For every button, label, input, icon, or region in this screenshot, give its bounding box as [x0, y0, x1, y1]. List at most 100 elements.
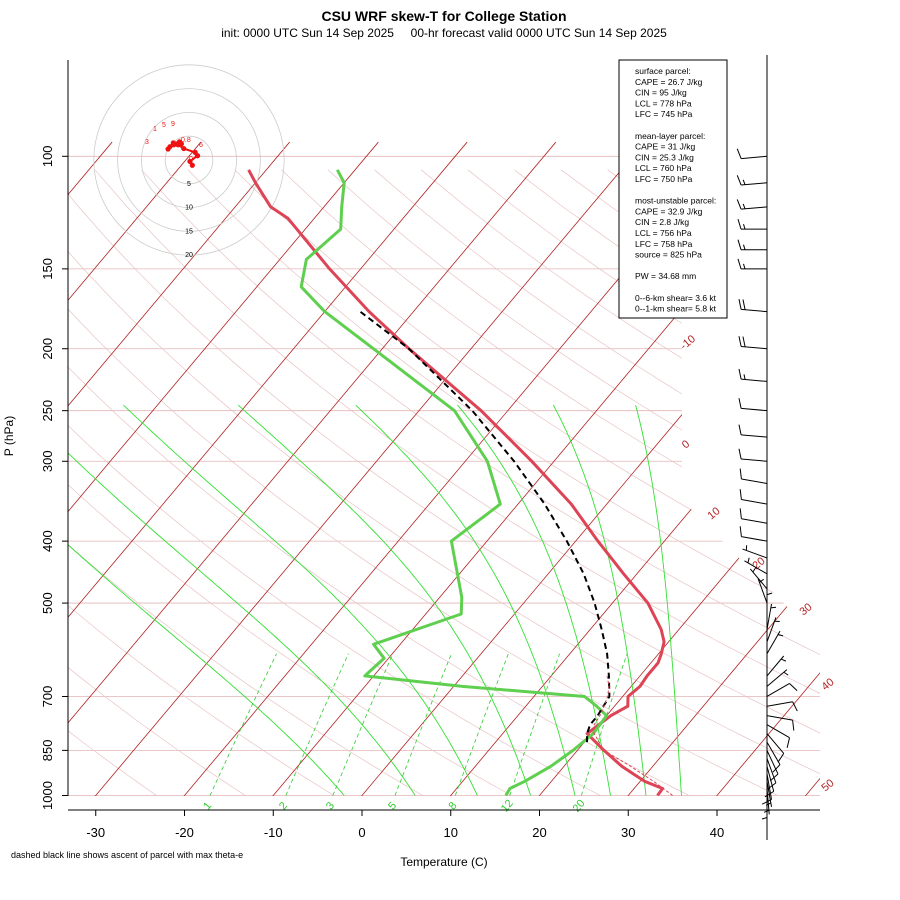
dry-adiabat-line [68, 169, 807, 796]
wind-barb [736, 148, 768, 160]
x-axis-label: Temperature (C) [400, 855, 487, 869]
hodograph-point [181, 145, 187, 152]
wind-barb [761, 795, 768, 822]
dry-adiabat-line [187, 169, 820, 796]
hodograph-ring [93, 64, 285, 256]
x-tick-label: -20 [175, 825, 194, 840]
hodograph-ring-label: 20 [185, 252, 193, 259]
dry-adiabat-line [560, 169, 820, 796]
y-axis-label: P (hPa) [2, 416, 16, 456]
isotherm-label: 10 [706, 505, 723, 522]
isotherm-line [68, 141, 202, 796]
stats-line: CIN = 95 J/kg [635, 88, 687, 98]
hodograph-ring-label: 15 [185, 228, 193, 235]
hodograph-label: 0 [189, 156, 193, 163]
wind-barb [738, 448, 768, 462]
hodograph-label: 6 [199, 142, 203, 149]
isotherm-label: 50 [820, 777, 837, 794]
mixing-ratio-label: 12 [499, 798, 516, 815]
dry-adiabat-line [234, 169, 820, 796]
hodograph-point [170, 140, 176, 146]
wind-barb [766, 750, 779, 782]
wind-barb [739, 508, 768, 524]
wind-barb [739, 468, 768, 484]
temperature-line [247, 169, 666, 796]
isotherm-line [705, 141, 820, 796]
dry-adiabat-line [141, 169, 820, 796]
x-tick-label: -10 [264, 825, 283, 840]
hodograph-ring [164, 135, 214, 185]
moist-adiabat-line [635, 404, 682, 796]
y-tick-label: 200 [40, 338, 55, 360]
wind-barb [766, 741, 781, 773]
wind-barb [739, 526, 768, 542]
wind-barb [766, 683, 798, 697]
dry-adiabat-line [68, 169, 820, 796]
dry-adiabat-line [68, 169, 717, 796]
chart-subtitle: init: 0000 UTC Sun 14 Sep 2025 00-hr for… [221, 26, 667, 40]
y-tick-label: 500 [40, 592, 55, 614]
hodograph-point [165, 146, 171, 152]
wind-barb [766, 630, 784, 654]
mixing-ratio-line [454, 653, 509, 796]
dry-adiabat-line [747, 169, 820, 796]
dry-adiabat-line [887, 170, 900, 809]
wind-barb [766, 669, 789, 687]
wind-barb [766, 733, 785, 763]
mixing-ratio-line [209, 653, 277, 796]
isotherm-line [84, 141, 645, 796]
stats-line: LFC = 758 hPa [635, 239, 693, 249]
isotherm-line [616, 141, 820, 796]
dry-adiabat-line [68, 169, 537, 796]
dry-adiabat-line [68, 169, 447, 796]
dry-adiabat-line [841, 170, 900, 809]
wind-barb [737, 239, 767, 251]
hodograph-label: 1 [153, 126, 157, 133]
dry-adiabat-line [68, 169, 177, 796]
stats-line: LCL = 760 hPa [635, 163, 692, 173]
stats-line: CAPE = 31 J/kg [635, 142, 696, 152]
mixing-ratio-label: 20 [571, 798, 588, 815]
stats-line: mean-layer parcel: [635, 131, 705, 141]
clipped-grid [68, 141, 900, 809]
wind-barb [757, 578, 768, 604]
footnote: dashed black line shows ascent of parcel… [11, 850, 243, 860]
wind-barb [739, 489, 768, 505]
wind-barbs [736, 55, 798, 840]
stats-line: LFC = 745 hPa [635, 109, 693, 119]
x-tick-label: -30 [86, 825, 105, 840]
hodograph-ring [140, 112, 237, 208]
y-tick-label: 150 [40, 258, 55, 280]
y-tick-label: 250 [40, 400, 55, 422]
dry-adiabat-line [68, 169, 357, 796]
wind-barb [764, 766, 775, 798]
dry-adiabat-line [281, 169, 820, 796]
y-tick-label: 400 [40, 530, 55, 552]
dry-adiabat-line [327, 169, 820, 796]
y-tick-label: 850 [40, 740, 55, 762]
stats-line: LFC = 750 hPa [635, 174, 693, 184]
mixing-ratio-line [581, 653, 628, 796]
x-tick-label: 10 [444, 825, 458, 840]
wind-barb [766, 724, 791, 749]
wind-barb [736, 199, 768, 210]
dry-adiabat-line [94, 169, 820, 796]
hodograph-point [187, 158, 193, 165]
isotherm-line [68, 141, 468, 796]
stats-line: CIN = 25.3 J/kg [635, 152, 694, 162]
wind-barb [761, 773, 773, 805]
wind-barb [738, 299, 768, 313]
y-tick-label: 700 [40, 686, 55, 708]
y-tick-label: 300 [40, 450, 55, 472]
x-tick-label: 20 [532, 825, 546, 840]
isotherm-line [794, 141, 820, 796]
mixing-ratio-line [509, 653, 560, 796]
wind-barb [744, 557, 768, 575]
moist-adiabat-line [123, 404, 478, 796]
isotherm-label: 30 [798, 601, 815, 618]
isotherm-label: 0 [680, 438, 692, 451]
stats-line: PW = 34.68 mm [635, 271, 696, 281]
x-tick-label: 30 [621, 825, 635, 840]
wind-barb [766, 758, 777, 790]
